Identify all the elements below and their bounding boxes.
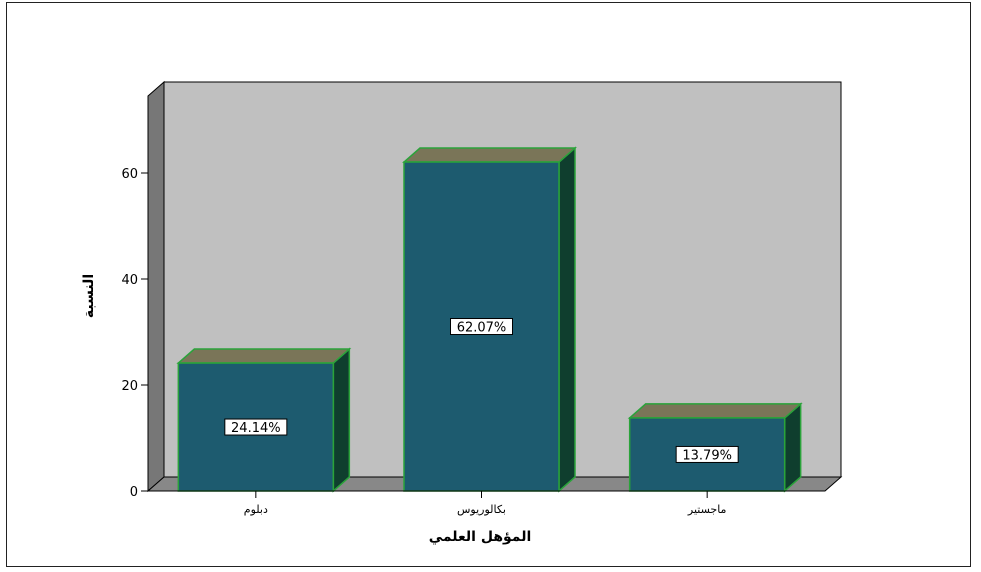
data-label-box <box>224 418 288 436</box>
data-label-text: 24.14% <box>231 421 281 436</box>
x-tick-label: دبلوم <box>244 503 268 516</box>
data-label: 13.79% <box>675 445 739 463</box>
data-label-text: 62.07% <box>457 321 507 336</box>
y-tick-label: 20 <box>121 379 138 394</box>
bar-side <box>332 347 351 493</box>
y-axis-title: النسبة <box>81 274 97 318</box>
y-tick-label: 60 <box>121 167 138 182</box>
bar-3: 13.79% <box>627 402 803 493</box>
data-label: 62.07% <box>450 318 513 336</box>
bars: 24.14% 62.07% 13.79% <box>176 146 803 493</box>
x-tick-label: ماجستير <box>687 503 727 516</box>
bar-top <box>627 403 803 419</box>
data-label-text: 13.79% <box>682 448 732 463</box>
y-tick-label: 0 <box>130 485 138 500</box>
bar-side <box>783 402 802 493</box>
bar-2: 62.07% <box>402 146 577 493</box>
bar-side <box>558 146 576 493</box>
bar-1: 24.14% <box>176 347 352 493</box>
x-tick-label: بكالوريوس <box>457 503 506 516</box>
side-wall <box>147 80 165 493</box>
y-axis: 0 20 40 60 <box>121 96 149 500</box>
bar-top <box>176 348 352 364</box>
x-axis: دبلوم بكالوريوس ماجستير <box>148 490 825 516</box>
data-label-box <box>450 318 513 336</box>
bar-top <box>402 147 577 163</box>
data-label: 24.14% <box>224 418 288 436</box>
y-tick-label: 40 <box>121 273 138 288</box>
data-label-box <box>675 445 739 463</box>
x-axis-title: المؤهل العلمي <box>429 529 532 545</box>
